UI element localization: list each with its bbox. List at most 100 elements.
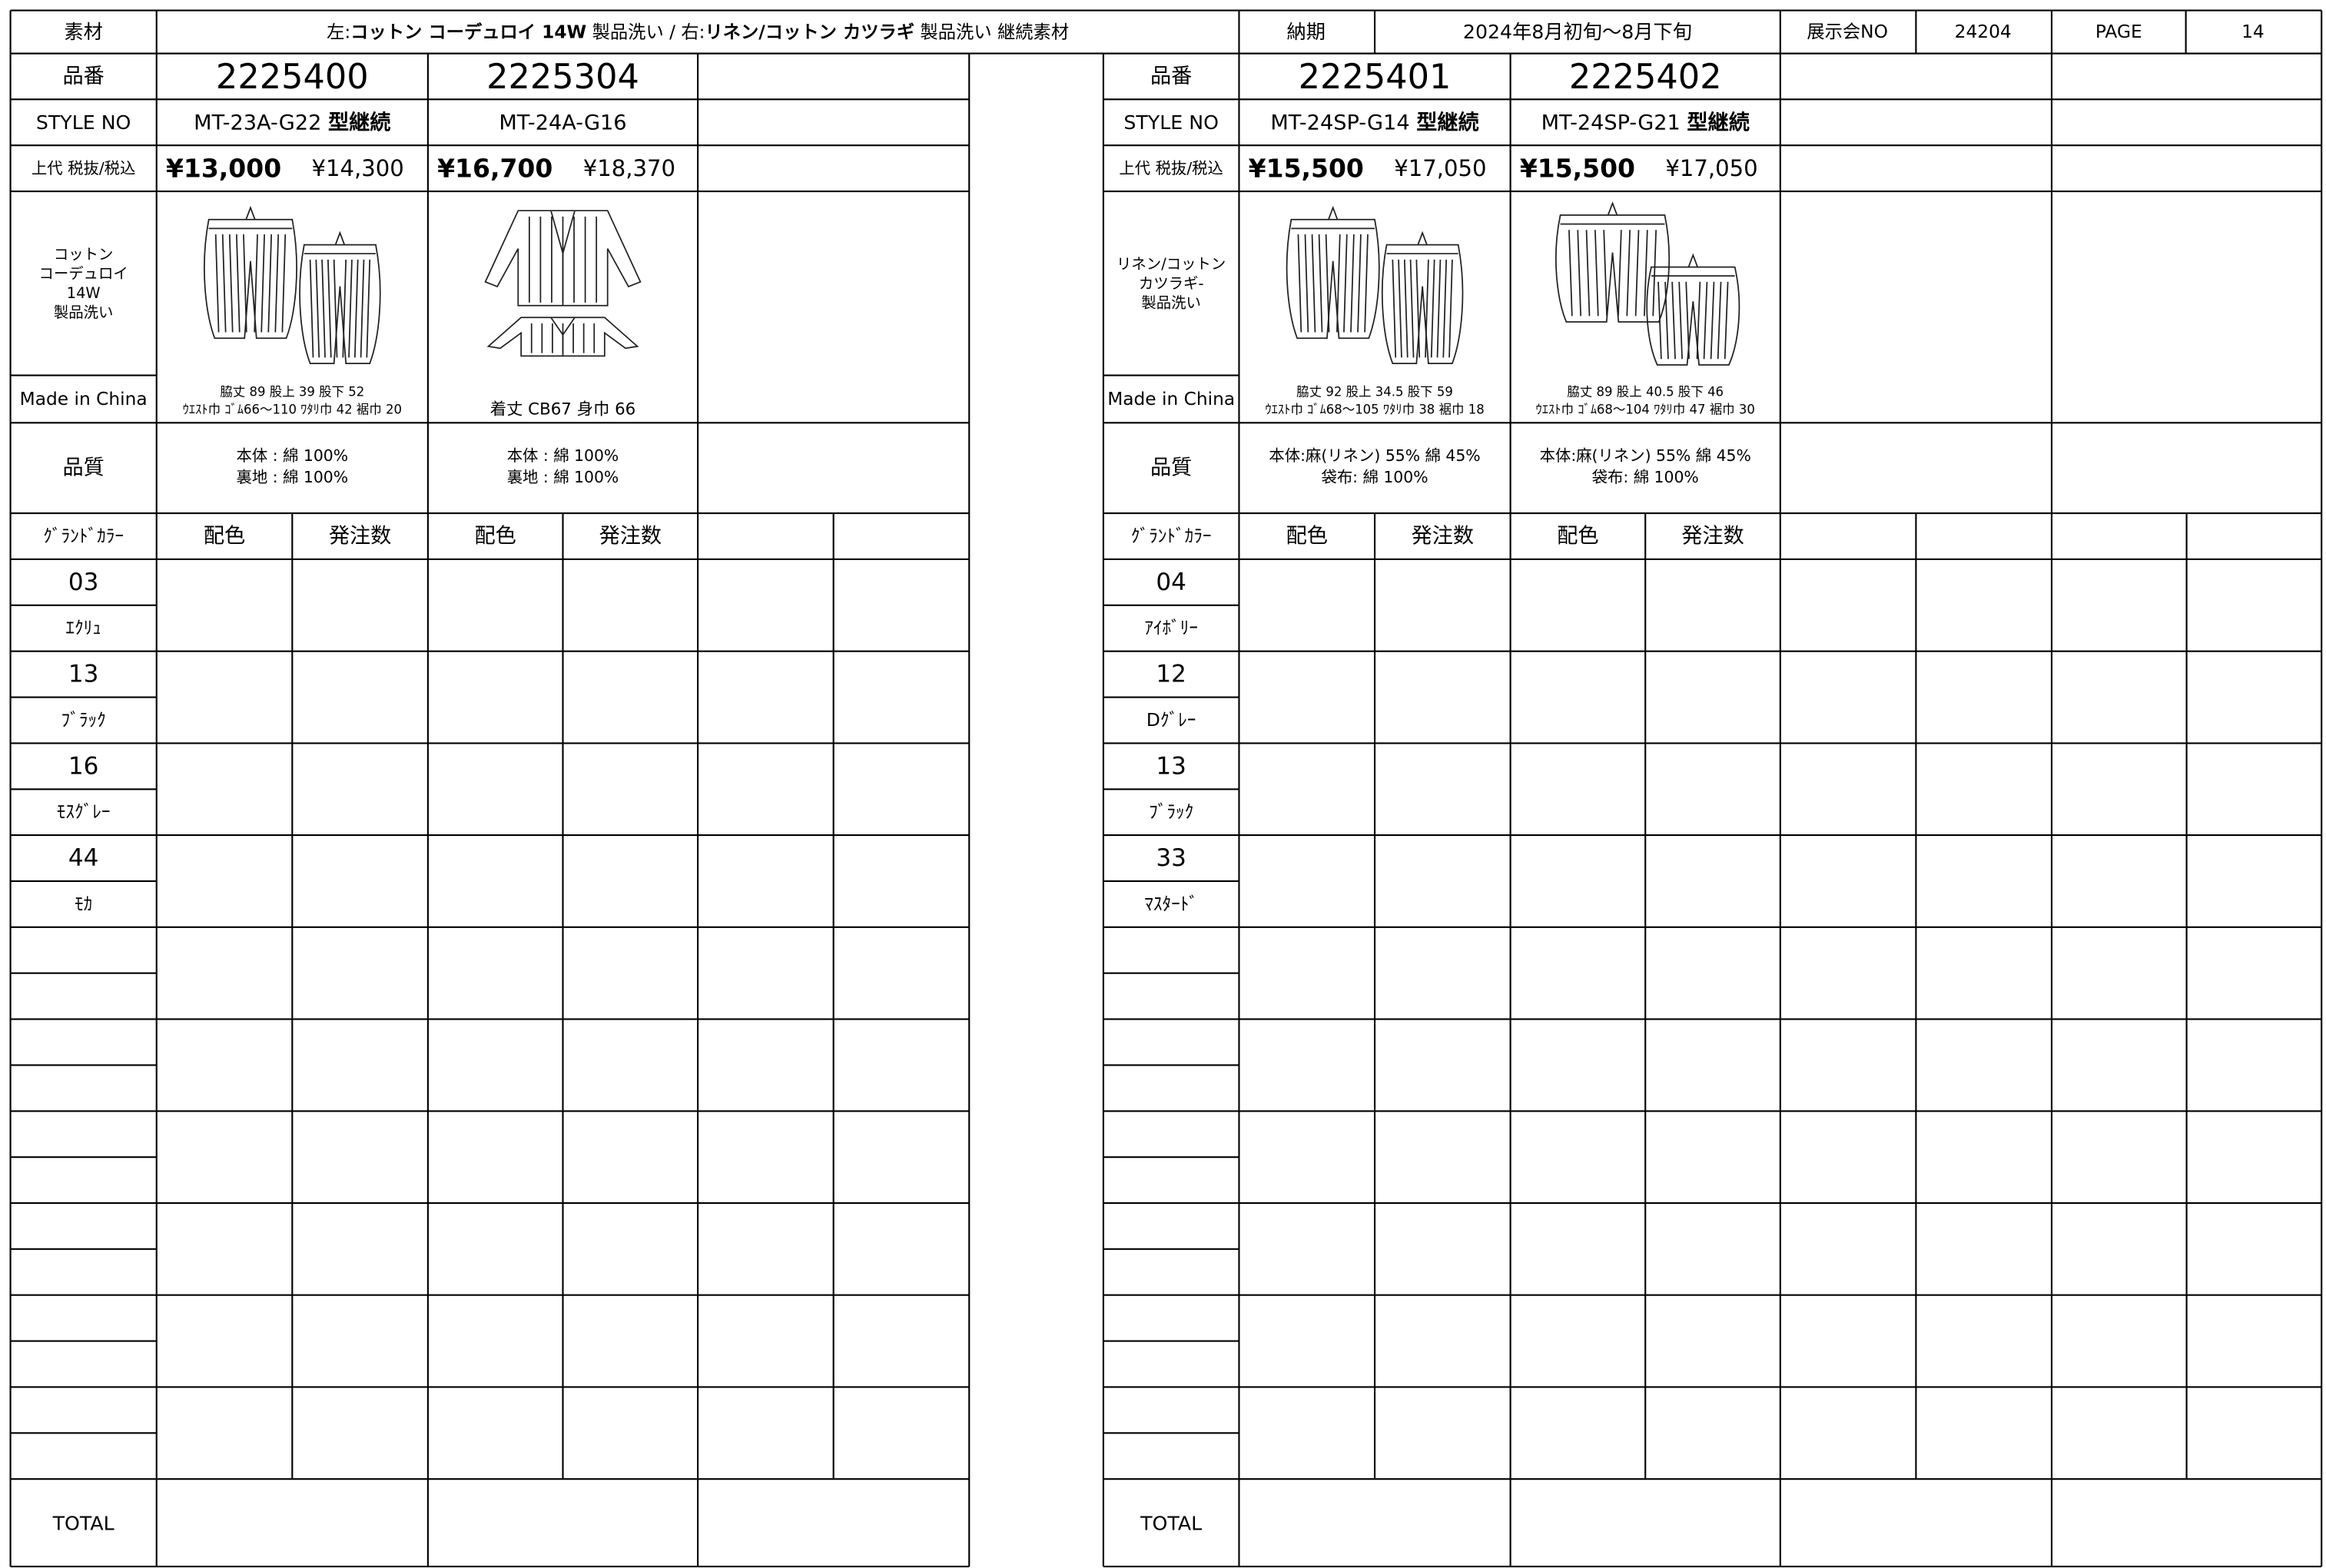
sketch [484,210,642,307]
label-fabric: コーデュロイ [38,265,128,283]
price-in-tax: ¥14,300 [312,155,404,181]
sketch [1325,234,1369,333]
sketch [1585,230,1640,317]
sketch [309,259,347,358]
quality: 裏地 : 綿 100% [237,468,349,486]
sketch [327,259,365,358]
quality: 裏地 : 綿 100% [507,468,619,486]
style-note: 型継続 [1687,110,1749,134]
sketch [1577,230,1631,317]
sketch [1671,281,1715,360]
sketch [1657,281,1701,360]
sketch [1403,259,1442,358]
price-ex-tax: ¥16,700 [437,154,552,184]
color-name: ﾏｽﾀｰﾄﾞ [1144,893,1198,914]
sketch [1409,259,1448,358]
price-ex-tax: ¥15,500 [1249,154,1364,184]
sketch [1678,281,1722,360]
label-fabric: コットン [54,246,114,264]
price-ex-tax: ¥15,500 [1520,154,1635,184]
quality: 本体:麻(リネン) 55% 綿 45% [1269,446,1480,465]
label-fabric: リネン/コットン [1117,255,1226,273]
quality: 本体 : 綿 100% [237,446,349,465]
style-no: MT-23A-G22 型継続 [194,110,390,134]
sketch [236,234,280,333]
price-ex-tax: ¥13,000 [166,154,281,184]
quality: 本体 : 綿 100% [507,446,619,465]
column-header: 配色 [1286,525,1328,549]
measurement: 着丈 CB67 身巾 66 [490,399,636,419]
label-fabric: 製品洗い [1141,293,1201,311]
price-in-tax: ¥17,050 [1665,155,1757,181]
label-fabric: 14W [67,284,101,302]
color-code: 16 [68,752,99,780]
color-code: 33 [1156,844,1186,872]
style-code: MT-24SP-G21 [1541,111,1681,134]
sketch [243,234,287,333]
material-part: 製品洗い 継続素材 [914,22,1069,42]
label-fabric: カツラギ- [1139,274,1204,292]
sketch [1555,214,1671,323]
measurement: 脇丈 89 股上 40.5 股下 46 [1567,384,1724,399]
sketch [315,259,353,358]
material-part: 製品洗い / 右: [586,22,705,42]
sketch [1291,205,1375,230]
style-note: 型継続 [328,110,390,134]
label-total: TOTAL [52,1513,114,1535]
label-total: TOTAL [1140,1513,1202,1535]
measurement: ｳｴｽﾄ巾 ｺﾞﾑ68〜105 ﾜﾀﾘ巾 38 裾巾 18 [1265,402,1484,416]
sketch [1646,266,1740,366]
sketch [1651,253,1735,277]
sketch [1398,259,1435,358]
color-name: ﾓｽｸﾞﾚｰ [57,802,111,823]
sketch [1286,218,1380,340]
sketch [221,234,265,333]
column-header: 発注数 [599,525,662,549]
color-code: 03 [68,569,99,596]
sketch [1560,201,1665,225]
style-no: MT-24SP-G14 型継続 [1270,110,1478,134]
color-code: 04 [1156,569,1186,596]
sketch [1664,281,1708,360]
style-code: MT-24A-G16 [499,111,626,134]
sketch [1304,234,1348,333]
sketch [299,244,381,364]
label-ground-color: ｸﾞﾗﾝﾄﾞｶﾗｰ [1131,526,1212,547]
delivery: 2024年8月初旬〜8月下旬 [1463,21,1692,43]
color-name: ｱｲﾎﾞﾘｰ [1144,618,1198,638]
sketch [1386,230,1458,255]
label-price: 上代 税抜/税込 [32,159,136,177]
sketch [204,218,297,340]
material-part: リネン/コットン カツラギ [705,22,914,42]
page-label: PAGE [2095,22,2142,42]
quality: 袋布: 綿 100% [1321,468,1428,486]
material-part: 左: [327,22,350,42]
material-label: 素材 [64,21,102,43]
color-code: 44 [68,844,99,872]
sketch [321,259,359,358]
column-header: 発注数 [329,525,391,549]
sketch [333,259,371,358]
sketch [214,234,258,333]
delivery-label: 納期 [1287,21,1326,43]
sketch [1392,259,1429,358]
style-no: MT-24SP-G21 型継続 [1541,110,1750,134]
column-header: 配色 [204,525,245,549]
label-ground-color: ｸﾞﾗﾝﾄﾞｶﾗｰ [43,526,124,547]
column-header: 発注数 [1681,525,1744,549]
measurement: 脇丈 92 股上 34.5 股下 59 [1296,384,1453,399]
label-origin: Made in China [20,389,148,409]
label-price: 上代 税抜/税込 [1119,159,1223,177]
label-quality: 品質 [1150,456,1192,480]
style-no: MT-24A-G16 [499,111,626,134]
sketch [304,230,376,255]
sketch [1297,234,1341,333]
color-name: ﾌﾞﾗｯｸ [61,710,106,731]
label-style: STYLE NO [36,111,131,134]
sketch [1381,244,1464,364]
price-in-tax: ¥18,370 [583,155,675,181]
quality: 本体:麻(リネン) 55% 綿 45% [1540,446,1751,465]
label-quality: 品質 [63,456,105,480]
color-code: 13 [68,661,99,688]
label-number: 品番 [63,65,105,88]
